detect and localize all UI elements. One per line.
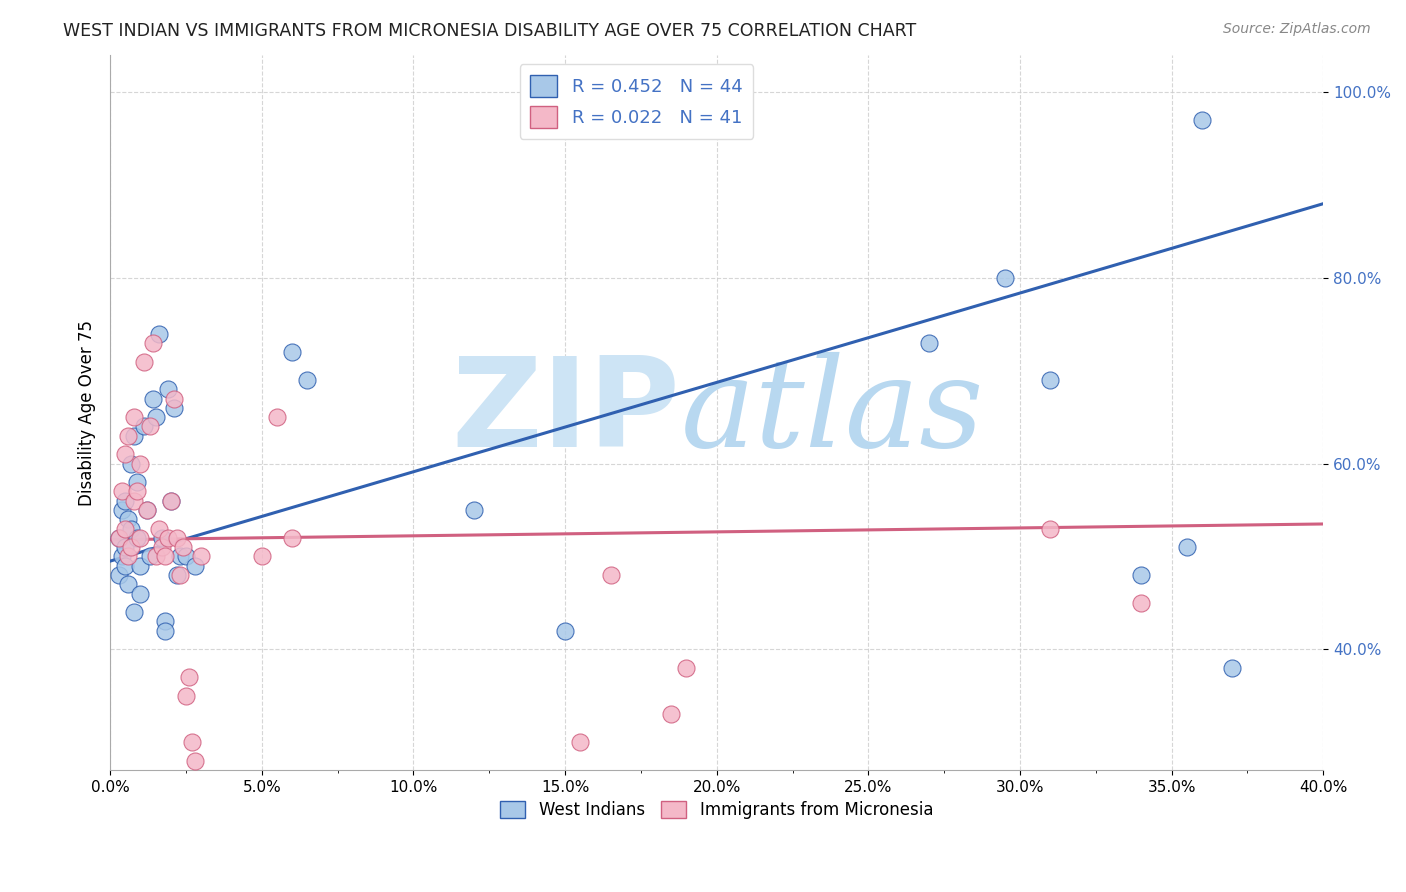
Point	[166, 531, 188, 545]
Point	[153, 624, 176, 638]
Point	[145, 410, 167, 425]
Point	[174, 549, 197, 564]
Point	[281, 345, 304, 359]
Point	[148, 326, 170, 341]
Point	[114, 558, 136, 573]
Point	[163, 401, 186, 415]
Text: Source: ZipAtlas.com: Source: ZipAtlas.com	[1223, 22, 1371, 37]
Point	[124, 410, 146, 425]
Point	[174, 689, 197, 703]
Point	[117, 512, 139, 526]
Point	[281, 531, 304, 545]
Point	[153, 549, 176, 564]
Point	[114, 493, 136, 508]
Point	[129, 586, 152, 600]
Point	[163, 392, 186, 406]
Point	[266, 410, 288, 425]
Point	[994, 271, 1017, 285]
Point	[153, 615, 176, 629]
Point	[150, 540, 173, 554]
Point	[190, 549, 212, 564]
Point	[108, 531, 131, 545]
Point	[127, 484, 149, 499]
Point	[129, 558, 152, 573]
Point	[599, 568, 621, 582]
Point	[132, 354, 155, 368]
Point	[124, 493, 146, 508]
Point	[630, 781, 652, 796]
Point	[117, 429, 139, 443]
Point	[117, 549, 139, 564]
Point	[111, 484, 134, 499]
Point	[135, 503, 157, 517]
Point	[156, 531, 179, 545]
Point	[166, 568, 188, 582]
Point	[120, 522, 142, 536]
Point	[150, 531, 173, 545]
Point	[1130, 568, 1153, 582]
Point	[124, 429, 146, 443]
Point	[675, 661, 697, 675]
Point	[1130, 596, 1153, 610]
Point	[129, 531, 152, 545]
Point	[463, 503, 485, 517]
Point	[132, 419, 155, 434]
Point	[120, 540, 142, 554]
Point	[659, 707, 682, 722]
Point	[142, 335, 165, 350]
Point	[138, 419, 160, 434]
Point	[184, 754, 207, 768]
Point	[138, 549, 160, 564]
Text: ZIP: ZIP	[451, 352, 681, 473]
Point	[181, 735, 204, 749]
Point	[120, 457, 142, 471]
Text: WEST INDIAN VS IMMIGRANTS FROM MICRONESIA DISABILITY AGE OVER 75 CORRELATION CHA: WEST INDIAN VS IMMIGRANTS FROM MICRONESI…	[63, 22, 917, 40]
Legend: West Indians, Immigrants from Micronesia: West Indians, Immigrants from Micronesia	[494, 795, 939, 826]
Point	[297, 373, 319, 387]
Point	[111, 503, 134, 517]
Point	[124, 605, 146, 619]
Point	[184, 558, 207, 573]
Point	[250, 549, 273, 564]
Point	[918, 335, 941, 350]
Y-axis label: Disability Age Over 75: Disability Age Over 75	[79, 319, 96, 506]
Point	[111, 549, 134, 564]
Point	[1039, 373, 1062, 387]
Point	[156, 383, 179, 397]
Point	[177, 670, 200, 684]
Point	[148, 522, 170, 536]
Point	[159, 493, 181, 508]
Point	[127, 531, 149, 545]
Point	[1039, 522, 1062, 536]
Point	[127, 475, 149, 490]
Point	[159, 493, 181, 508]
Point	[142, 392, 165, 406]
Point	[114, 447, 136, 461]
Point	[108, 531, 131, 545]
Point	[114, 540, 136, 554]
Point	[1220, 661, 1243, 675]
Point	[1191, 113, 1213, 128]
Point	[145, 549, 167, 564]
Point	[169, 549, 191, 564]
Point	[117, 577, 139, 591]
Point	[169, 568, 191, 582]
Text: atlas: atlas	[681, 351, 984, 474]
Point	[108, 568, 131, 582]
Point	[114, 522, 136, 536]
Point	[554, 624, 576, 638]
Point	[135, 503, 157, 517]
Point	[1175, 540, 1198, 554]
Point	[569, 735, 592, 749]
Point	[172, 540, 194, 554]
Point	[129, 457, 152, 471]
